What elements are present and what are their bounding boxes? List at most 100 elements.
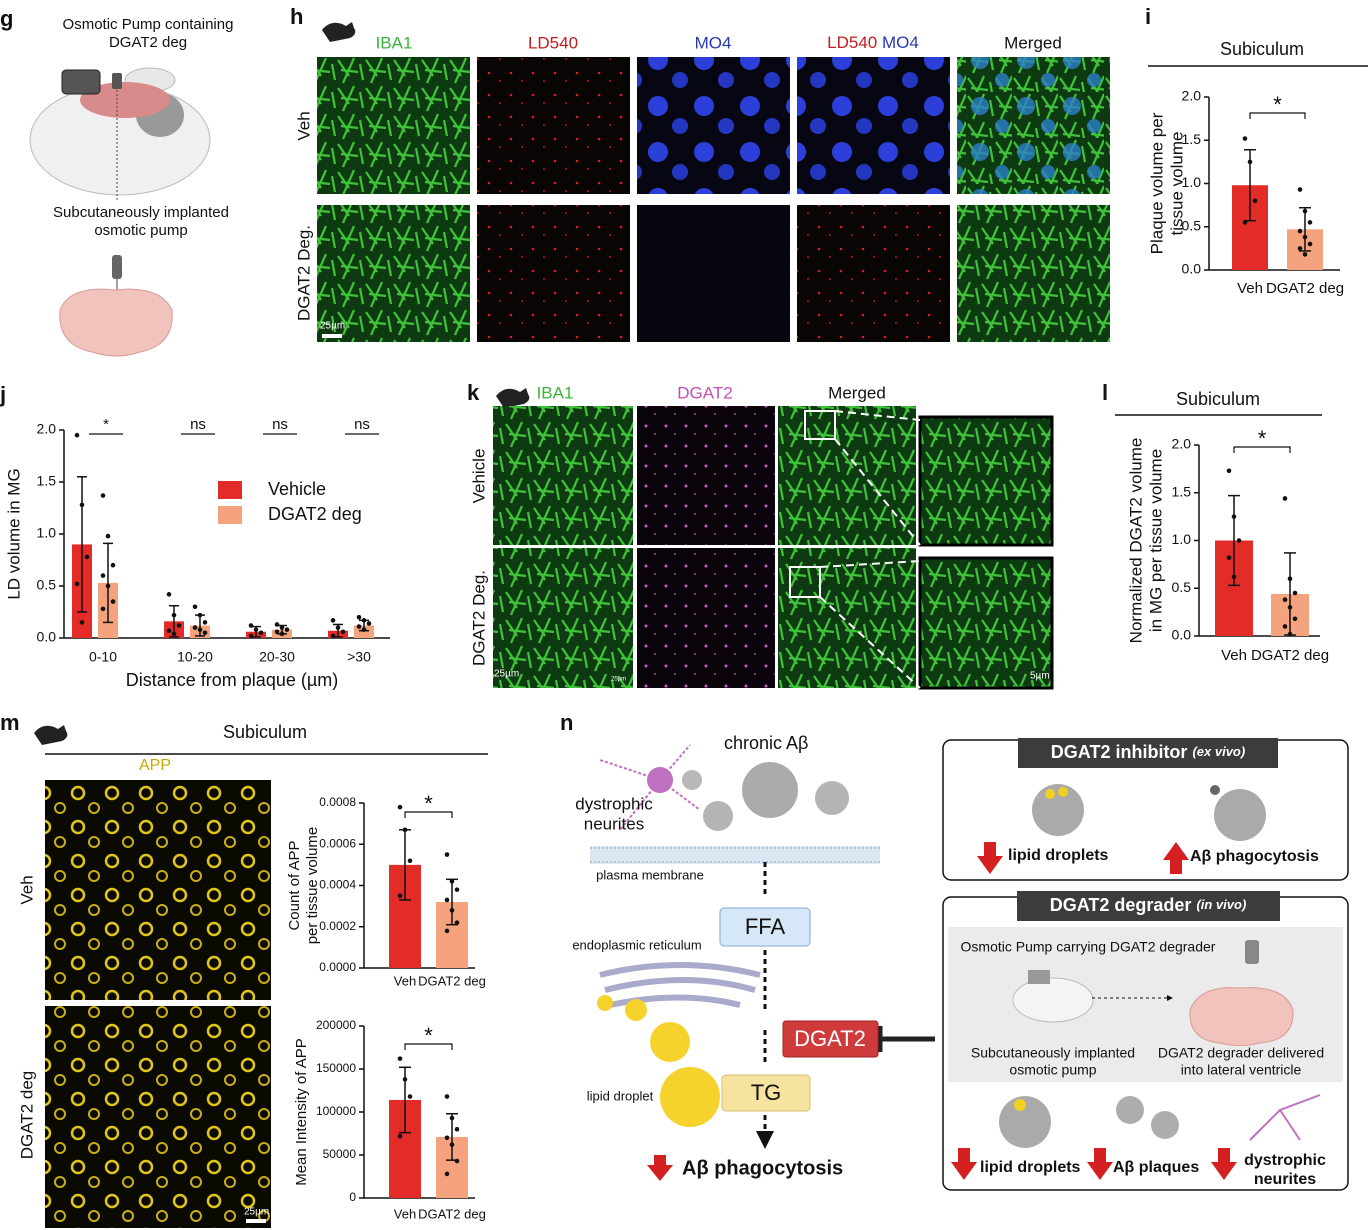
micrographs bbox=[317, 57, 1110, 342]
y-tick-label: 0.0008 bbox=[319, 795, 356, 809]
data-point bbox=[402, 827, 408, 833]
x-tick-label: DGAT2 deg bbox=[1251, 647, 1329, 664]
y-axis-label: Normalized DGAT2 volume bbox=[1126, 438, 1145, 644]
row-label: Veh bbox=[17, 875, 36, 904]
node-label: FFA bbox=[745, 914, 786, 939]
box-header: DGAT2 degrader (in vivo) bbox=[1050, 895, 1247, 915]
data-point bbox=[1282, 624, 1288, 629]
data-point bbox=[397, 1056, 403, 1061]
significance: ns bbox=[354, 416, 370, 433]
panel-label: h bbox=[290, 4, 303, 29]
channel-label: IBA1 bbox=[376, 33, 413, 52]
data-point bbox=[444, 928, 450, 934]
micrographs bbox=[493, 406, 1054, 690]
data-point bbox=[192, 625, 198, 630]
y-tick-label: 0.0006 bbox=[319, 836, 356, 850]
label: DGAT2 degrader delivered bbox=[1158, 1045, 1324, 1061]
data-point bbox=[1302, 234, 1308, 240]
data-point bbox=[402, 1077, 408, 1082]
scale-label: 5µm bbox=[1030, 671, 1050, 682]
y-tick-label: 0.0002 bbox=[319, 919, 356, 933]
data-point bbox=[1226, 555, 1232, 560]
y-axis-label: LD volume in MG bbox=[4, 468, 23, 599]
data-point bbox=[366, 621, 372, 626]
y-tick-label: 50000 bbox=[323, 1147, 357, 1161]
data-point bbox=[454, 1158, 460, 1164]
significance-bracket bbox=[404, 1043, 453, 1050]
data-point bbox=[1226, 468, 1232, 474]
x-tick-label: DGAT2 deg bbox=[418, 973, 486, 988]
data-point bbox=[1247, 159, 1253, 165]
row-label: DGAT2 Deg. bbox=[469, 570, 488, 666]
y-tick-label: 0.5 bbox=[1172, 579, 1192, 595]
data-point bbox=[79, 620, 85, 625]
data-point bbox=[171, 612, 177, 618]
header-note: (ex vivo) bbox=[1192, 744, 1245, 759]
data-point bbox=[454, 920, 460, 925]
y-tick-label: 150000 bbox=[316, 1061, 356, 1075]
x-tick-label: 20-30 bbox=[259, 649, 295, 665]
y-axis-label: Count of APP bbox=[286, 840, 303, 930]
data-point bbox=[330, 618, 336, 623]
data-point bbox=[1282, 496, 1288, 501]
data-point bbox=[444, 1135, 450, 1141]
scale-label: 25µm bbox=[244, 1207, 269, 1218]
significance: * bbox=[1258, 426, 1267, 451]
significance-bracket bbox=[404, 811, 453, 818]
brain-illustration bbox=[59, 255, 173, 357]
data-point bbox=[100, 606, 106, 612]
data-point bbox=[166, 628, 172, 634]
data-point bbox=[1282, 597, 1288, 603]
significance-bracket bbox=[1249, 112, 1306, 119]
channel-label: DGAT2 bbox=[677, 383, 732, 402]
x-tick-label: DGAT2 deg bbox=[1266, 280, 1344, 297]
pathway-illustration bbox=[590, 744, 935, 1181]
label: endoplasmic reticulum bbox=[572, 937, 701, 952]
y-axis-label: tissue volume bbox=[1167, 132, 1186, 236]
y-tick-label: 0.0 bbox=[1182, 261, 1202, 277]
y-tick-label: 1.5 bbox=[1182, 131, 1202, 147]
scale-bar bbox=[246, 1219, 266, 1223]
data-point bbox=[258, 630, 264, 636]
data-point bbox=[335, 625, 341, 630]
node-label: DGAT2 bbox=[794, 1026, 866, 1051]
data-point bbox=[449, 1142, 455, 1147]
label: neurites bbox=[584, 814, 644, 833]
panel-label: m bbox=[0, 710, 20, 735]
row-label: DGAT2 deg bbox=[17, 1071, 36, 1160]
y-tick-label: 1.0 bbox=[37, 525, 57, 541]
y-tick-label: 1.0 bbox=[1182, 174, 1202, 190]
label: Osmotic Pump carrying DGAT2 degrader bbox=[961, 939, 1216, 955]
effect-label: neurites bbox=[1254, 1171, 1316, 1188]
data-point bbox=[274, 622, 280, 627]
y-tick-label: 1.5 bbox=[37, 473, 57, 489]
data-point bbox=[84, 554, 90, 560]
header-note: (in vivo) bbox=[1196, 897, 1246, 912]
data-point bbox=[1302, 252, 1308, 257]
header-text: DGAT2 inhibitor bbox=[1051, 742, 1188, 762]
label: chronic Aβ bbox=[724, 733, 808, 753]
data-point bbox=[74, 581, 80, 587]
data-point bbox=[449, 907, 455, 913]
caption: Subcutaneously implanted bbox=[53, 204, 229, 221]
channel-word: MO4 bbox=[882, 33, 919, 52]
label: dystrophic bbox=[575, 794, 653, 813]
node-box bbox=[782, 1020, 879, 1058]
node-box bbox=[721, 1074, 811, 1112]
x-tick-label: >30 bbox=[347, 649, 371, 665]
panel-label: g bbox=[0, 6, 13, 31]
data-point bbox=[253, 627, 259, 632]
data-point bbox=[1297, 187, 1303, 192]
x-tick-label: Veh bbox=[1237, 280, 1263, 297]
panel-label: l bbox=[1102, 380, 1108, 405]
x-tick-label: 0-10 bbox=[89, 649, 117, 665]
data-point bbox=[361, 618, 367, 623]
label: plasma membrane bbox=[596, 867, 704, 882]
legend-label: Vehicle bbox=[268, 479, 326, 499]
x-tick-label: Veh bbox=[394, 1206, 416, 1221]
legend-label: DGAT2 deg bbox=[268, 504, 362, 524]
data-point bbox=[274, 629, 280, 635]
data-point bbox=[330, 633, 336, 639]
scale-label: 25µm bbox=[320, 321, 345, 332]
y-tick-label: 0.0 bbox=[1172, 627, 1192, 643]
